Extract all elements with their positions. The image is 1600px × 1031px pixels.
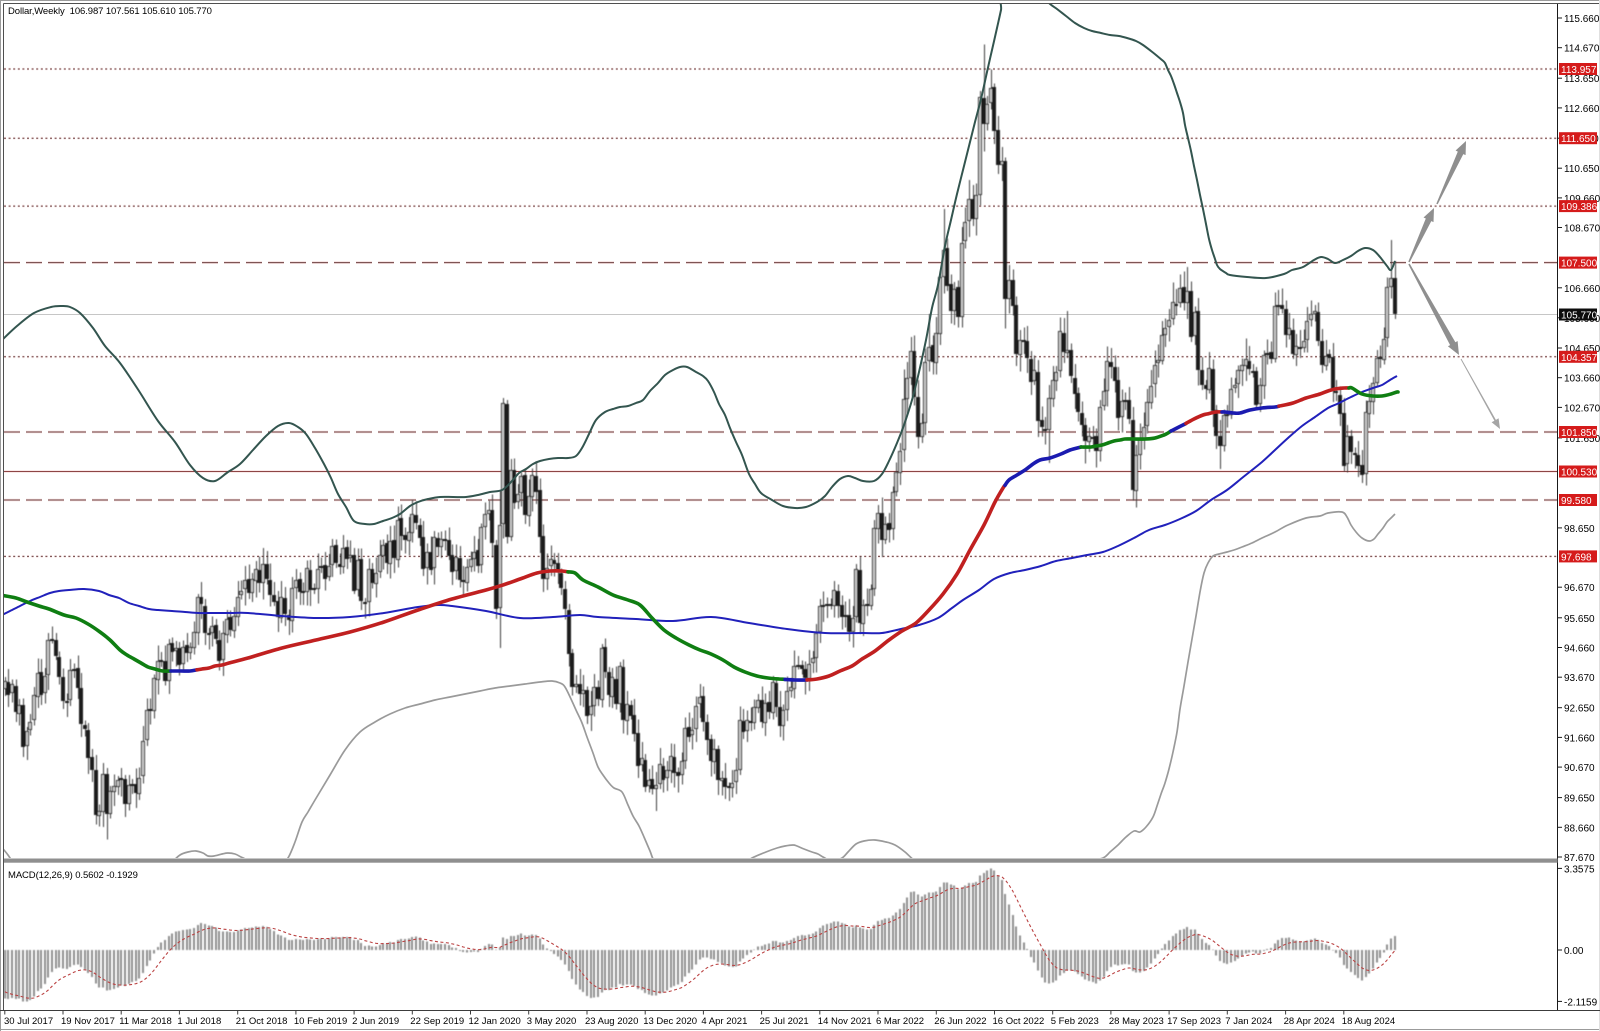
- svg-text:107.500: 107.500: [1561, 259, 1598, 270]
- svg-text:12 Jan 2020: 12 Jan 2020: [469, 1016, 521, 1027]
- svg-text:109.660: 109.660: [1564, 194, 1600, 205]
- svg-text:113.650: 113.650: [1564, 74, 1600, 85]
- svg-text:112.660: 112.660: [1564, 104, 1600, 115]
- svg-text:21 Oct 2018: 21 Oct 2018: [236, 1016, 288, 1027]
- svg-text:16 Oct 2022: 16 Oct 2022: [993, 1016, 1045, 1027]
- svg-text:108.670: 108.670: [1564, 224, 1600, 235]
- svg-text:101.850: 101.850: [1561, 428, 1598, 439]
- svg-text:22 Sep 2019: 22 Sep 2019: [410, 1016, 464, 1027]
- svg-text:MACD(12,26,9) 0.5602 -0.1929: MACD(12,26,9) 0.5602 -0.1929: [8, 870, 138, 881]
- svg-text:2 Jun 2019: 2 Jun 2019: [352, 1016, 399, 1027]
- svg-text:104.650: 104.650: [1564, 344, 1600, 355]
- svg-text:6 Mar 2022: 6 Mar 2022: [876, 1016, 924, 1027]
- svg-text:28 Apr 2024: 28 Apr 2024: [1284, 1016, 1335, 1027]
- svg-text:98.650: 98.650: [1564, 524, 1595, 535]
- svg-text:90.670: 90.670: [1564, 763, 1595, 774]
- svg-text:26 Jun 2022: 26 Jun 2022: [934, 1016, 986, 1027]
- svg-text:105.770: 105.770: [1561, 311, 1598, 322]
- svg-text:4 Apr 2021: 4 Apr 2021: [701, 1016, 747, 1027]
- svg-text:17 Sep 2023: 17 Sep 2023: [1167, 1016, 1221, 1027]
- svg-text:91.660: 91.660: [1564, 733, 1595, 744]
- svg-text:111.650: 111.650: [1561, 134, 1596, 145]
- svg-text:10 Feb 2019: 10 Feb 2019: [294, 1016, 347, 1027]
- svg-text:14 Nov 2021: 14 Nov 2021: [818, 1016, 872, 1027]
- svg-text:93.670: 93.670: [1564, 673, 1595, 684]
- svg-text:0.00: 0.00: [1564, 946, 1584, 957]
- svg-text:3.3575: 3.3575: [1564, 864, 1595, 875]
- svg-text:95.650: 95.650: [1564, 614, 1595, 625]
- svg-text:102.670: 102.670: [1564, 403, 1600, 414]
- svg-text:96.670: 96.670: [1564, 583, 1595, 594]
- svg-text:100.530: 100.530: [1561, 468, 1598, 479]
- svg-text:25 Jul 2021: 25 Jul 2021: [760, 1016, 809, 1027]
- svg-text:87.670: 87.670: [1564, 853, 1595, 864]
- svg-text:23 Aug 2020: 23 Aug 2020: [585, 1016, 638, 1027]
- svg-text:3 May 2020: 3 May 2020: [527, 1016, 577, 1027]
- svg-text:114.670: 114.670: [1564, 44, 1600, 55]
- svg-text:88.660: 88.660: [1564, 823, 1595, 834]
- svg-text:1 Jul 2018: 1 Jul 2018: [177, 1016, 221, 1027]
- svg-text:99.580: 99.580: [1561, 496, 1592, 507]
- svg-text:19 Nov 2017: 19 Nov 2017: [61, 1016, 115, 1027]
- svg-text:115.660: 115.660: [1564, 14, 1600, 25]
- svg-text:89.650: 89.650: [1564, 794, 1595, 805]
- svg-text:94.660: 94.660: [1564, 644, 1595, 655]
- svg-text:109.386: 109.386: [1561, 202, 1598, 213]
- svg-text:113.957: 113.957: [1561, 65, 1597, 76]
- svg-text:104.357: 104.357: [1561, 353, 1598, 364]
- svg-text:92.650: 92.650: [1564, 704, 1595, 715]
- svg-text:Dollar,Weekly 106.987 107.561: Dollar,Weekly 106.987 107.561 105.610 10…: [8, 6, 212, 17]
- svg-text:5 Feb 2023: 5 Feb 2023: [1051, 1016, 1099, 1027]
- svg-text:13 Dec 2020: 13 Dec 2020: [643, 1016, 697, 1027]
- svg-text:28 May 2023: 28 May 2023: [1109, 1016, 1164, 1027]
- svg-text:103.660: 103.660: [1564, 374, 1600, 385]
- svg-text:110.650: 110.650: [1564, 164, 1600, 175]
- svg-text:-2.1159: -2.1159: [1564, 997, 1598, 1008]
- svg-text:11 Mar 2018: 11 Mar 2018: [119, 1016, 172, 1027]
- svg-text:101.650: 101.650: [1564, 434, 1600, 445]
- svg-text:106.660: 106.660: [1564, 284, 1600, 295]
- svg-text:30 Jul 2017: 30 Jul 2017: [4, 1016, 53, 1027]
- svg-text:7 Jan 2024: 7 Jan 2024: [1225, 1016, 1272, 1027]
- svg-text:18 Aug 2024: 18 Aug 2024: [1342, 1016, 1395, 1027]
- svg-text:97.698: 97.698: [1561, 552, 1592, 563]
